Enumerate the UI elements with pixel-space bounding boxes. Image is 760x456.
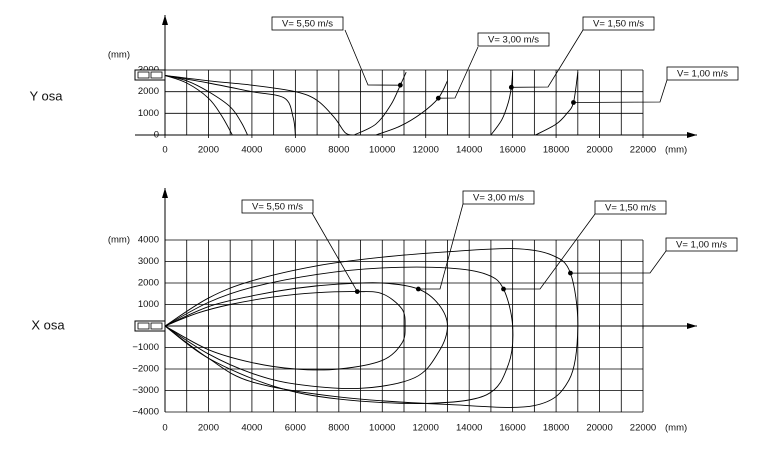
annotation-point — [571, 100, 576, 105]
annotation-point — [435, 95, 441, 101]
y-tick-label: −1000 — [132, 342, 159, 353]
y-tick-label: 2000 — [138, 86, 159, 97]
axis-title: X osa — [31, 317, 65, 332]
y-tick-label: 4000 — [138, 235, 159, 246]
annotation-label: V= 1,00 m/s — [677, 69, 728, 80]
x-tick-label: 22000 — [630, 423, 656, 434]
nozzle — [137, 71, 150, 79]
x-tick-label: 8000 — [328, 423, 349, 434]
y-axis-unit: (mm) — [108, 50, 130, 61]
x-tick-label: 2000 — [198, 423, 219, 434]
x-axis-unit: (mm) — [665, 145, 687, 156]
curve — [164, 248, 579, 408]
annotation-point — [568, 270, 573, 276]
leader-line — [418, 203, 464, 290]
annotation-label: V= 5,50 m/s — [282, 19, 333, 30]
leader-line — [570, 250, 667, 274]
x-tick-label: 20000 — [586, 145, 612, 156]
annotation-point — [354, 289, 360, 294]
leader-line — [503, 213, 596, 290]
x-tick-label: 8000 — [328, 145, 349, 156]
curve — [164, 266, 514, 404]
curve — [164, 282, 448, 390]
leader-line — [344, 29, 401, 86]
x-tick-label: 10000 — [369, 423, 395, 434]
annotation-label: V= 1,00 m/s — [676, 240, 727, 251]
x-tick-label: 12000 — [413, 423, 439, 434]
axis-title: Y osa — [29, 88, 63, 103]
annotation-label: V= 1,50 m/s — [605, 203, 656, 214]
curve — [164, 74, 355, 136]
annotation-box — [665, 237, 738, 252]
curve — [164, 74, 248, 136]
x-tick-label: 4000 — [241, 145, 262, 156]
leader-line — [311, 212, 358, 292]
annotation-point — [397, 82, 403, 88]
curve — [353, 71, 407, 136]
x-tick-label: 12000 — [413, 145, 439, 156]
x-tick-label: 6000 — [285, 145, 306, 156]
annotation-label: V= 5,50 m/s — [252, 202, 303, 213]
x-tick-label: 14000 — [456, 423, 482, 434]
nozzle — [150, 71, 163, 79]
y-arrow — [162, 15, 168, 25]
annotation-point — [508, 84, 514, 90]
curve — [164, 74, 233, 136]
curve — [490, 72, 514, 136]
nozzle — [137, 322, 150, 330]
y-tick-label: 3000 — [138, 256, 159, 267]
leader-line — [511, 29, 584, 88]
leader-line — [573, 79, 668, 103]
x-tick-label: 4000 — [241, 423, 262, 434]
x-axis-unit: (mm) — [665, 423, 687, 434]
y-tick-label: −2000 — [132, 364, 159, 375]
annotation-label: V= 3,00 m/s — [488, 35, 539, 46]
y-tick-label: 1000 — [138, 299, 159, 310]
x-tick-label: 2000 — [198, 145, 219, 156]
annotation-label: V= 3,00 m/s — [473, 193, 524, 204]
y-tick-label: 2000 — [138, 278, 159, 289]
y-tick-label: 1000 — [138, 108, 159, 119]
x-arrow — [687, 132, 697, 138]
x-tick-label: 0 — [162, 145, 167, 156]
annotation-box — [477, 32, 550, 47]
x-tick-label: 14000 — [456, 145, 482, 156]
x-tick-label: 10000 — [369, 145, 395, 156]
annotation-box — [241, 199, 314, 214]
x-tick-label: 22000 — [630, 145, 656, 156]
curve — [164, 291, 406, 371]
curve — [375, 80, 448, 136]
nozzle — [150, 322, 163, 330]
y-tick-label: −4000 — [132, 407, 159, 418]
annotation-label: V= 1,50 m/s — [593, 19, 644, 30]
nozzle — [134, 69, 166, 81]
x-arrow — [687, 323, 697, 329]
x-tick-label: 16000 — [499, 423, 525, 434]
x-tick-label: 0 — [162, 423, 167, 434]
y-axis-unit: (mm) — [108, 235, 130, 246]
annotation-point — [501, 286, 506, 292]
x-tick-label: 18000 — [543, 423, 569, 434]
nozzle — [134, 320, 166, 332]
curve — [535, 72, 579, 136]
annotation-box — [666, 66, 739, 81]
annotation-box — [582, 16, 655, 31]
x-tick-label: 16000 — [499, 145, 525, 156]
y-arrow — [162, 188, 168, 198]
annotation-point — [415, 286, 421, 292]
annotation-box — [271, 16, 344, 31]
annotation-box — [594, 200, 667, 215]
x-tick-label: 18000 — [543, 145, 569, 156]
x-tick-label: 6000 — [285, 423, 306, 434]
x-tick-label: 20000 — [586, 423, 612, 434]
annotation-box — [462, 190, 535, 205]
leader-line — [438, 46, 479, 99]
y-tick-label: −3000 — [132, 385, 159, 396]
curve — [164, 74, 296, 136]
